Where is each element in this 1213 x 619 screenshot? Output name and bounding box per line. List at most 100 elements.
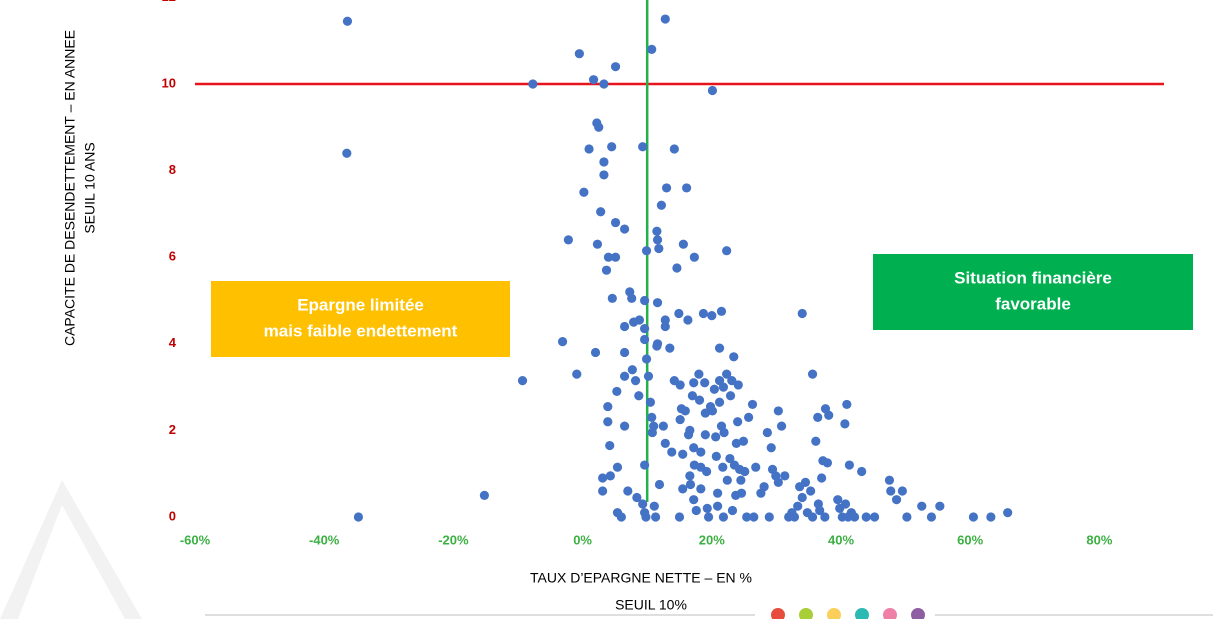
point (640, 324, 650, 334)
point (619, 224, 630, 234)
annotation-text: favorable (995, 294, 1071, 313)
point (342, 16, 353, 26)
page-dot (771, 608, 785, 619)
point (773, 477, 783, 487)
point (689, 495, 699, 505)
point (797, 492, 807, 503)
point (594, 122, 604, 132)
point (616, 512, 626, 522)
point (627, 365, 637, 375)
point (709, 384, 719, 394)
point (634, 391, 644, 401)
point (598, 473, 608, 483)
point (599, 157, 609, 167)
point (800, 477, 811, 487)
point (647, 412, 657, 423)
point (917, 501, 927, 511)
point (842, 399, 852, 410)
point (840, 499, 851, 509)
annotation-text: mais faible endettement (264, 321, 458, 340)
point (773, 406, 783, 416)
point (661, 183, 672, 193)
point (694, 369, 704, 379)
point (674, 512, 685, 522)
point (714, 343, 725, 353)
point (722, 369, 732, 379)
point (658, 421, 668, 431)
point (687, 391, 698, 401)
point (678, 449, 688, 459)
point (694, 395, 705, 405)
annotation-box (211, 281, 510, 357)
point (598, 486, 608, 496)
point (736, 488, 747, 498)
plot-area: 0 2 4 6 8 10 12 -60% -40% -20% 0% 20% 40% 60% 80% Eparg… (162, 0, 1193, 547)
point (342, 148, 352, 158)
point (641, 246, 652, 256)
point (638, 142, 648, 152)
point (599, 170, 609, 180)
y-tick-label: 8 (169, 162, 176, 177)
point (733, 417, 743, 427)
point (869, 512, 880, 522)
point (660, 14, 670, 24)
point (574, 49, 584, 59)
point (623, 486, 633, 496)
watermark (0, 480, 142, 619)
point (592, 239, 603, 249)
point (674, 308, 684, 319)
point (605, 440, 615, 451)
point (702, 466, 712, 477)
point (716, 306, 727, 316)
annotation-text: Epargne limitée (297, 295, 424, 314)
point (479, 490, 490, 500)
point (736, 475, 746, 485)
point (619, 347, 630, 358)
point (711, 432, 721, 442)
point (891, 495, 902, 505)
point (685, 425, 695, 435)
point (607, 142, 617, 152)
point (776, 421, 787, 431)
point (641, 354, 652, 364)
point (824, 410, 834, 420)
point (649, 501, 659, 511)
point (685, 479, 696, 490)
point (584, 144, 594, 154)
page-dot (799, 608, 813, 619)
point (572, 369, 582, 379)
point (654, 479, 665, 490)
point (707, 406, 718, 416)
point (654, 243, 664, 254)
point (861, 512, 871, 522)
point (702, 503, 712, 513)
point (711, 451, 721, 461)
point (689, 378, 699, 388)
point (603, 401, 613, 412)
point (806, 486, 816, 496)
point (733, 380, 743, 390)
x-tick-label: 60% (957, 532, 983, 547)
point (647, 44, 657, 54)
point (822, 458, 833, 468)
point (714, 397, 725, 407)
point (729, 352, 739, 362)
point (685, 471, 695, 481)
point (601, 265, 612, 275)
x-tick-label: -20% (438, 532, 469, 547)
point (645, 397, 656, 407)
point (610, 252, 621, 262)
point (640, 334, 650, 345)
point (820, 512, 830, 522)
point (698, 308, 709, 319)
x-axis-title: TAUX D’EPARGNE NETTE – EN % (530, 570, 752, 586)
point (528, 79, 538, 89)
point (986, 512, 996, 522)
point (603, 252, 614, 262)
point (902, 512, 912, 522)
point (968, 512, 979, 522)
page-dot (911, 608, 925, 619)
point (897, 486, 907, 496)
